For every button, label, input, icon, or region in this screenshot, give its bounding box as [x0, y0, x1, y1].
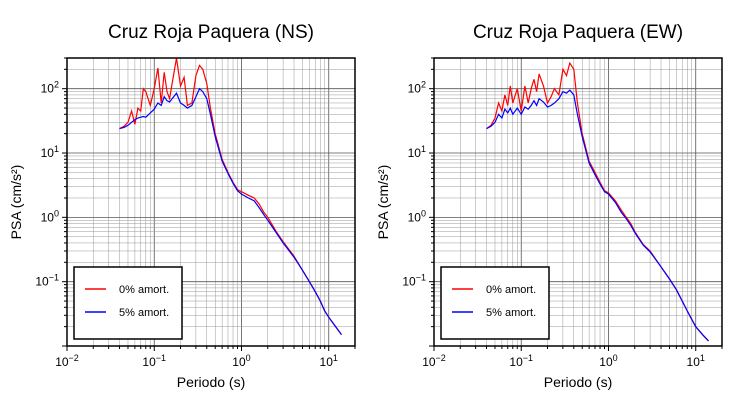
legend-box — [73, 266, 183, 340]
x-tick-label: 101 — [320, 353, 338, 369]
legend-label: 5% amort. — [119, 307, 169, 319]
grid-lines — [66, 57, 356, 347]
legend: 0% amort. 5% amort. — [73, 266, 183, 340]
y-axis-label: PSA (cm/s²) — [375, 165, 391, 240]
x-tick-label: 10−2 — [422, 353, 446, 369]
chart-title: Cruz Roja Paquera (EW) — [473, 22, 683, 43]
y-tick-label: 10−1 — [402, 273, 426, 289]
y-axis-label: PSA (cm/s²) — [8, 165, 24, 240]
plot-frame — [66, 57, 356, 347]
y-tick-label: 100 — [41, 208, 59, 224]
x-tick-label: 10−1 — [509, 353, 533, 369]
series-line-blue — [119, 87, 342, 336]
chart-panel-1: 10−2 10−1 100 101 10−1 100 101 102 Cruz Roja Paq… — [8, 22, 356, 390]
legend-box — [440, 266, 550, 340]
axis-ticks — [429, 57, 723, 351]
x-axis-label: Periodo (s) — [544, 374, 612, 390]
series-line-red — [119, 58, 342, 336]
chart-title: Cruz Roja Paquera (NS) — [108, 22, 314, 43]
chart-panel-2: 10−2 10−1 100 101 10−1 100 101 102 Cruz Roja Paq… — [375, 22, 723, 390]
x-tick-label: 10−1 — [142, 353, 166, 369]
plot-frame — [433, 57, 723, 347]
axis-ticks — [62, 57, 356, 351]
x-tick-label: 101 — [687, 353, 705, 369]
y-tick-label: 100 — [408, 208, 426, 224]
x-tick-label: 100 — [599, 353, 617, 369]
legend-label: 0% amort. — [486, 284, 536, 296]
y-tick-label: 102 — [408, 80, 426, 96]
legend-label: 5% amort. — [486, 307, 536, 319]
x-axis-label: Periodo (s) — [177, 374, 245, 390]
y-tick-label: 101 — [41, 144, 59, 160]
y-tick-label: 101 — [408, 144, 426, 160]
y-tick-label: 102 — [41, 80, 59, 96]
y-tick-label: 10−1 — [35, 273, 59, 289]
x-tick-label: 10−2 — [55, 353, 79, 369]
x-tick-label: 100 — [232, 353, 250, 369]
series-line-blue — [486, 89, 709, 342]
legend: 0% amort. 5% amort. — [440, 266, 550, 340]
legend-label: 0% amort. — [119, 284, 169, 296]
